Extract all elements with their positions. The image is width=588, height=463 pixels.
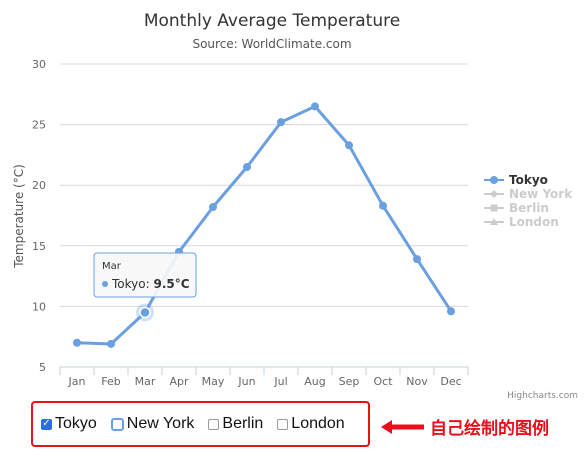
credits-link[interactable]: Highcharts.com — [507, 391, 578, 401]
y-tick-label: 30 — [32, 58, 46, 71]
x-tick-label: May — [202, 375, 225, 388]
custom-legend-box: ✓ Tokyo New York Berlin London — [31, 401, 370, 447]
tooltip-series-dot — [102, 281, 108, 287]
custom-legend-item-new-york[interactable]: New York — [110, 415, 195, 433]
custom-legend-item-tokyo[interactable]: ✓ Tokyo — [41, 415, 97, 433]
tooltip: Mar Tokyo: 9.5°C — [93, 252, 197, 298]
custom-legend-item-berlin[interactable]: Berlin — [208, 415, 263, 433]
hover-highlight — [136, 303, 154, 322]
checkbox-checked-icon[interactable]: ✓ — [41, 418, 52, 430]
tokyo-series-markers — [73, 102, 455, 348]
x-axis: Jan Feb Mar Apr May Jun Jul Aug Sep Oct Nov Dec — [59, 366, 469, 388]
legend-item[interactable]: Berlin — [484, 201, 549, 215]
data-point[interactable] — [107, 339, 115, 348]
x-tick-label: Jul — [273, 375, 287, 388]
legend-marker — [490, 176, 498, 184]
legend-marker — [490, 190, 498, 198]
data-point[interactable] — [73, 338, 81, 347]
tooltip-series-label: Tokyo: — [111, 277, 153, 291]
checkbox-icon[interactable] — [208, 418, 220, 430]
legend-item[interactable]: London — [484, 215, 559, 229]
x-tick-label: Sep — [339, 375, 360, 388]
custom-legend-label: Berlin — [222, 415, 264, 432]
custom-legend-label: London — [291, 415, 345, 432]
data-point[interactable] — [243, 163, 251, 172]
y-axis-tick-labels: 5 10 15 20 25 30 — [32, 58, 46, 374]
custom-legend-item-london[interactable]: London — [277, 415, 345, 433]
x-tick-label: Dec — [440, 375, 461, 388]
y-tick-label: 20 — [32, 179, 46, 192]
tooltip-box — [93, 252, 197, 298]
x-tick-label: Oct — [373, 375, 393, 388]
data-point[interactable] — [277, 118, 285, 127]
tooltip-value-line: Tokyo: 9.5°C — [111, 277, 190, 291]
data-point[interactable] — [209, 203, 217, 212]
y-tick-label: 5 — [39, 361, 46, 374]
legend-item[interactable]: New York — [484, 187, 573, 201]
data-point[interactable] — [413, 255, 421, 264]
annotation-text: 自己绘制的图例 — [430, 419, 549, 439]
data-point[interactable] — [447, 307, 455, 316]
x-tick-label: Aug — [304, 375, 325, 388]
data-point[interactable] — [345, 141, 353, 150]
y-axis-title: Temperature (°C) — [12, 164, 26, 269]
data-point[interactable] — [311, 102, 319, 111]
checkbox-icon[interactable] — [277, 418, 289, 430]
y-tick-label: 15 — [32, 240, 46, 253]
x-tick-label: Nov — [406, 375, 428, 388]
legend-label: New York — [509, 187, 573, 201]
x-tick-label: Jun — [237, 375, 255, 388]
red-arrow-icon — [381, 420, 424, 434]
chart-subtitle: Source: WorldClimate.com — [192, 37, 351, 51]
custom-legend-label: Tokyo — [55, 415, 97, 432]
x-tick-label: Mar — [135, 375, 156, 388]
legend-label: Tokyo — [509, 173, 548, 187]
legend-marker — [490, 218, 498, 225]
legend-marker — [490, 204, 498, 212]
x-tick-label: Feb — [101, 375, 120, 388]
tokyo-series-line[interactable] — [75, 104, 453, 346]
legend-label: Berlin — [509, 201, 549, 215]
chart-title: Monthly Average Temperature — [144, 11, 400, 31]
hover-point[interactable] — [139, 306, 151, 319]
legend-item[interactable]: Tokyo — [484, 173, 548, 187]
tooltip-category: Mar — [102, 261, 122, 272]
tooltip-value: 9.5°C — [153, 277, 189, 291]
y-tick-label: 10 — [32, 300, 46, 313]
x-tick-label: Apr — [169, 375, 189, 388]
y-tick-label: 25 — [32, 119, 46, 132]
checkbox-icon[interactable] — [110, 417, 124, 431]
grid-lines — [60, 63, 468, 307]
legend-label: London — [509, 215, 559, 229]
x-tick-label: Jan — [68, 375, 86, 388]
data-point[interactable] — [379, 201, 387, 210]
custom-legend-label: New York — [126, 415, 195, 432]
